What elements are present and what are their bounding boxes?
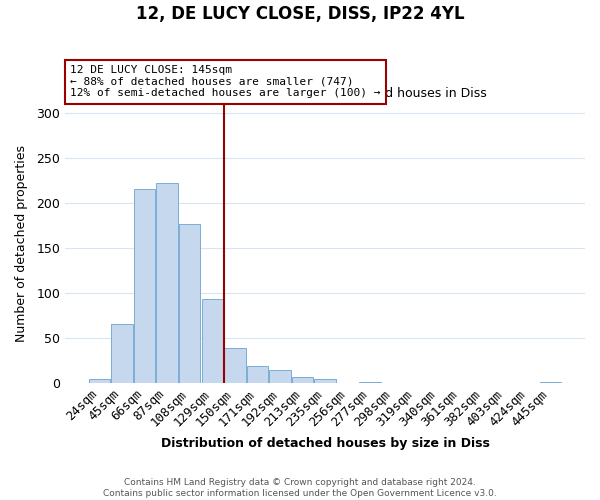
- Bar: [134, 190, 155, 383]
- X-axis label: Distribution of detached houses by size in Diss: Distribution of detached houses by size …: [161, 437, 490, 450]
- Bar: [540, 382, 562, 383]
- Bar: [269, 370, 290, 383]
- Bar: [224, 348, 245, 383]
- Y-axis label: Number of detached properties: Number of detached properties: [15, 145, 28, 342]
- Bar: [202, 299, 223, 383]
- Bar: [89, 379, 110, 383]
- Bar: [314, 379, 336, 383]
- Bar: [292, 378, 313, 383]
- Bar: [111, 324, 133, 383]
- Text: Contains HM Land Registry data © Crown copyright and database right 2024.
Contai: Contains HM Land Registry data © Crown c…: [103, 478, 497, 498]
- Text: 12, DE LUCY CLOSE, DISS, IP22 4YL: 12, DE LUCY CLOSE, DISS, IP22 4YL: [136, 5, 464, 23]
- Bar: [157, 183, 178, 383]
- Text: 12 DE LUCY CLOSE: 145sqm
← 88% of detached houses are smaller (747)
12% of semi-: 12 DE LUCY CLOSE: 145sqm ← 88% of detach…: [70, 65, 381, 98]
- Title: Size of property relative to detached houses in Diss: Size of property relative to detached ho…: [163, 87, 487, 100]
- Bar: [359, 382, 381, 383]
- Bar: [179, 224, 200, 383]
- Bar: [247, 366, 268, 383]
